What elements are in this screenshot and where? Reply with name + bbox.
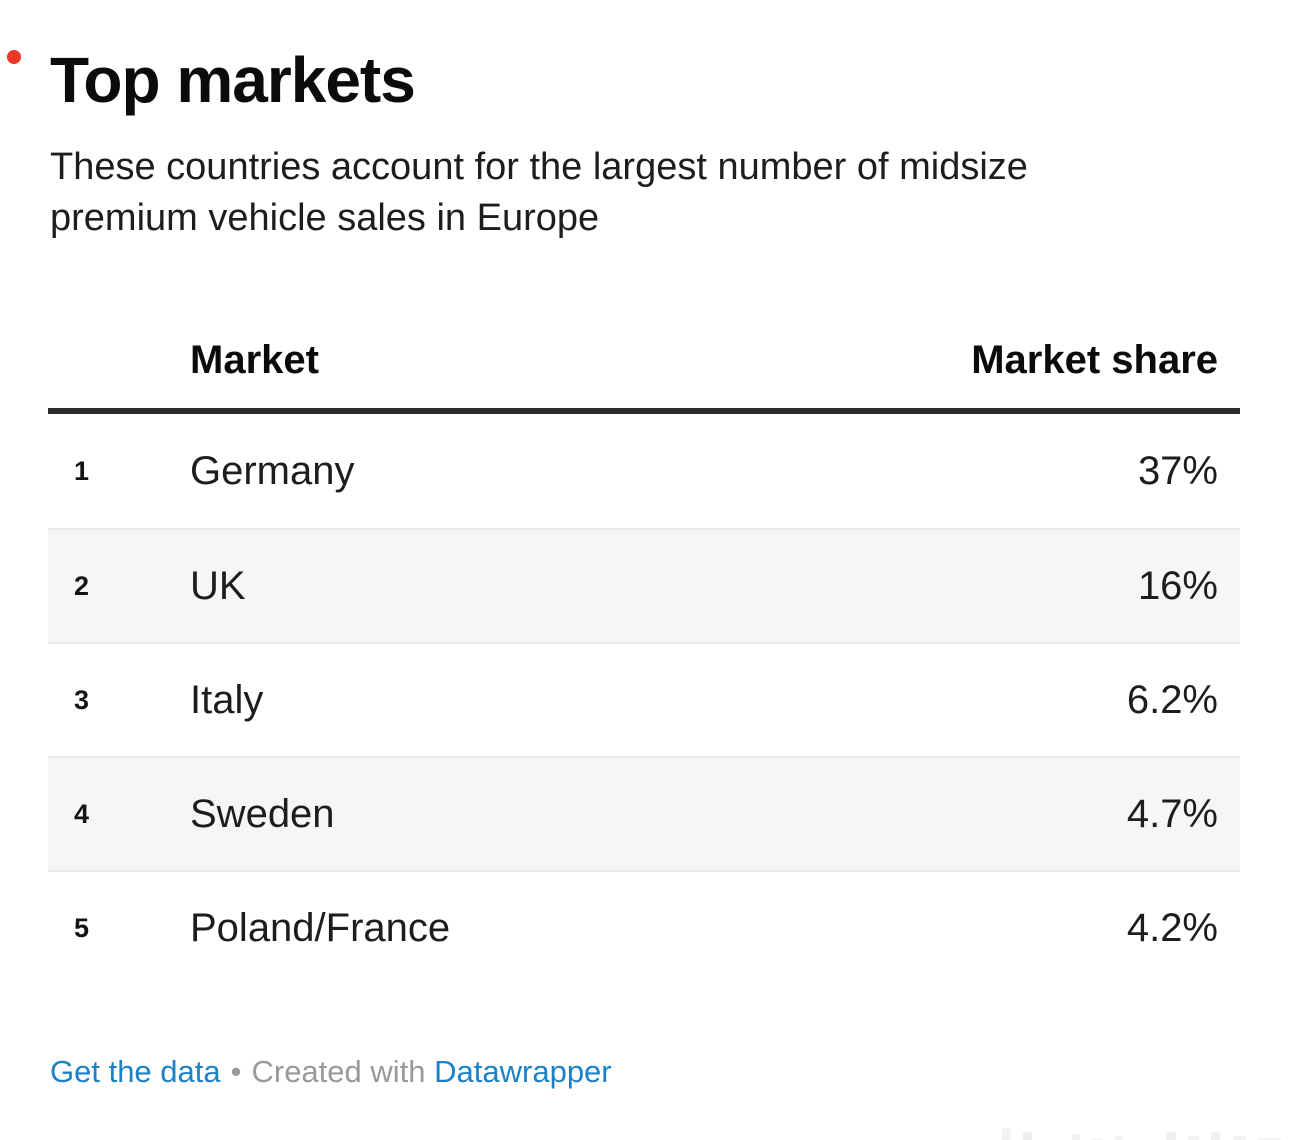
datawrapper-table-page: Top markets These countries account for … — [0, 46, 1290, 1140]
watermark-glyph — [1165, 1132, 1176, 1140]
watermark-glyph — [1232, 1136, 1246, 1140]
column-header-market: Market — [190, 338, 319, 382]
column-header-market-share: Market share — [971, 338, 1218, 382]
table-row: 1 Germany 37% — [48, 414, 1240, 528]
footer-separator: • — [230, 1054, 242, 1089]
row-share: 37% — [1137, 448, 1218, 493]
markets-table: Market Market share 1 Germany 37% 2 UK 1… — [48, 340, 1240, 984]
page-title: Top markets — [50, 44, 416, 116]
footer-credit-text: Created with — [251, 1054, 426, 1089]
watermark-glyph — [1071, 1134, 1080, 1140]
watermark-glyph — [1115, 1136, 1124, 1140]
footer: Get the data • Created with Datawrapper — [50, 1052, 1240, 1092]
page-subtitle: These countries account for the largest … — [50, 146, 1028, 239]
row-rank: 1 — [74, 455, 90, 486]
row-share: 6.2% — [1126, 677, 1218, 722]
watermark-glyph — [1188, 1136, 1200, 1140]
weibo-watermark — [1002, 1126, 1282, 1140]
table-row: 3 Italy 6.2% — [48, 642, 1240, 756]
row-market: Germany — [190, 448, 355, 493]
get-the-data-link[interactable]: Get the data — [50, 1054, 221, 1089]
table-row: 4 Sweden 4.7% — [48, 756, 1240, 870]
row-rank: 4 — [74, 798, 90, 829]
row-rank: 5 — [74, 912, 90, 943]
row-rank: 3 — [74, 684, 90, 715]
datawrapper-link[interactable]: Datawrapper — [434, 1054, 612, 1089]
watermark-glyph — [1002, 1128, 1011, 1140]
row-market: Poland/France — [190, 905, 451, 950]
row-market: UK — [190, 563, 246, 608]
row-market: Sweden — [190, 791, 335, 836]
table-row: 5 Poland/France 4.2% — [48, 870, 1240, 984]
watermark-glyph — [1023, 1132, 1033, 1140]
table-header-row: Market Market share — [48, 340, 1240, 414]
red-dot-icon — [7, 50, 21, 64]
table-row: 2 UK 16% — [48, 528, 1240, 642]
row-share: 4.7% — [1126, 791, 1218, 836]
row-share: 16% — [1137, 563, 1218, 608]
watermark-glyph — [1211, 1132, 1221, 1140]
row-rank: 2 — [74, 570, 90, 601]
row-market: Italy — [190, 677, 264, 722]
row-share: 4.2% — [1126, 905, 1218, 950]
